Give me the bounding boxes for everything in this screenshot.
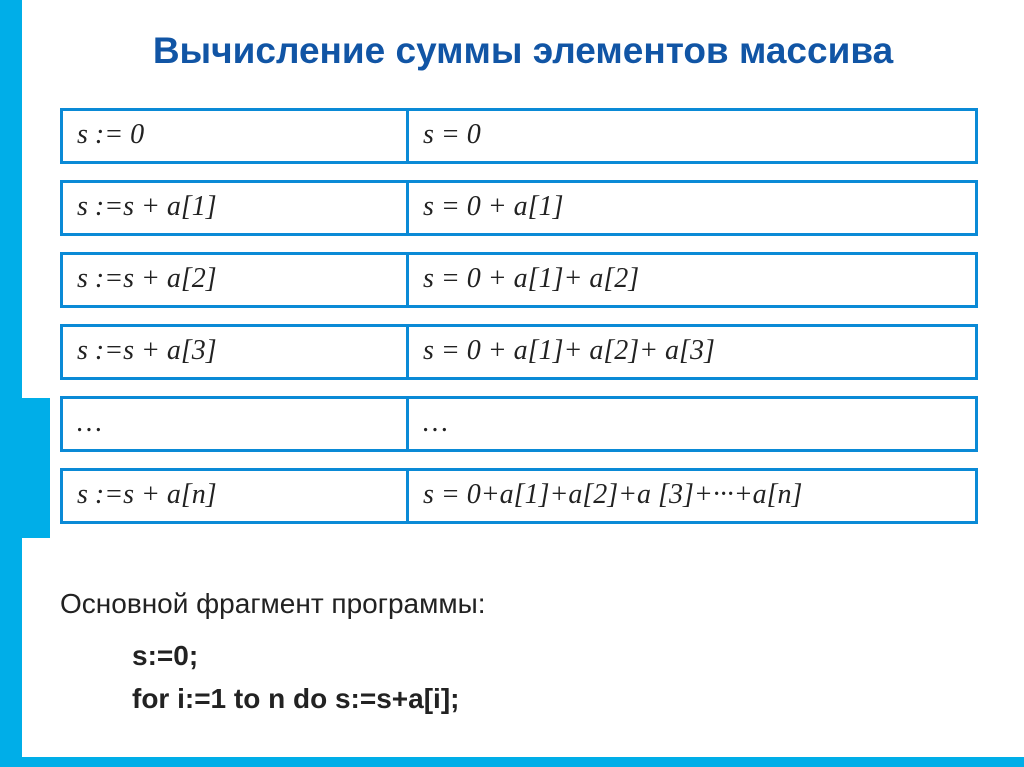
cell-left: s :=s + a[1] — [63, 183, 409, 233]
table-row: … … — [60, 396, 978, 452]
cell-right: s = 0+a[1]+a[2]+a [3]+···+a[n] — [409, 471, 975, 521]
code-block: s:=0; for i:=1 to n do s:=s+a[i]; — [132, 634, 978, 721]
cell-left: s :=s + a[2] — [63, 255, 409, 305]
cell-right: s = 0 + a[1]+ a[2] — [409, 255, 975, 305]
left-accent-bar — [0, 0, 22, 767]
table-row: s :=s + a[3] s = 0 + a[1]+ a[2]+ a[3] — [60, 324, 978, 380]
cell-right: s = 0 + a[1] — [409, 183, 975, 233]
cell-left: s := 0 — [63, 111, 409, 161]
page-title: Вычисление суммы элементов массива — [22, 30, 1024, 72]
cell-right: … — [409, 399, 975, 449]
bottom-accent-bar — [0, 757, 1024, 767]
code-line: for i:=1 to n do s:=s+a[i]; — [132, 677, 978, 720]
footer: Основной фрагмент программы: s:=0; for i… — [60, 588, 978, 721]
cell-right: s = 0 + a[1]+ a[2]+ a[3] — [409, 327, 975, 377]
table-row: s :=s + a[1] s = 0 + a[1] — [60, 180, 978, 236]
cell-right: s = 0 — [409, 111, 975, 161]
formula-table: s := 0 s = 0 s :=s + a[1] s = 0 + a[1] s… — [60, 108, 978, 540]
cell-left: s :=s + a[3] — [63, 327, 409, 377]
footer-caption: Основной фрагмент программы: — [60, 588, 978, 620]
code-line: s:=0; — [132, 634, 978, 677]
table-row: s :=s + a[n] s = 0+a[1]+a[2]+a [3]+···+a… — [60, 468, 978, 524]
table-row: s := 0 s = 0 — [60, 108, 978, 164]
table-row: s :=s + a[2] s = 0 + a[1]+ a[2] — [60, 252, 978, 308]
cell-left: s :=s + a[n] — [63, 471, 409, 521]
cell-left: … — [63, 399, 409, 449]
left-accent-block — [22, 398, 50, 538]
